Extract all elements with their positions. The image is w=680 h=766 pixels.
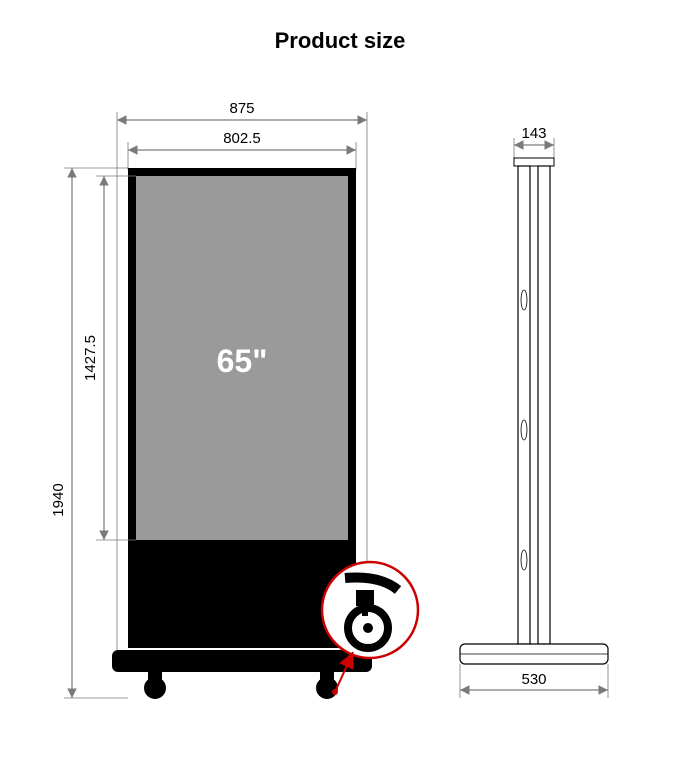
caster-left <box>144 672 166 699</box>
side-view: 143 530 <box>460 125 608 698</box>
diagram-canvas: 875 802.5 65" 1940 1 <box>0 0 680 766</box>
dim-depth: 143 <box>521 125 546 142</box>
dim-outer-width: 875 <box>229 100 254 117</box>
dim-base-depth: 530 <box>521 671 546 688</box>
dim-screen-height: 1427.5 <box>82 335 99 381</box>
front-base <box>112 650 372 672</box>
front-view: 875 802.5 65" 1940 1 <box>50 100 418 699</box>
wheel-callout <box>322 562 418 695</box>
screen-size-label: 65" <box>217 343 268 379</box>
dim-screen-width: 802.5 <box>223 130 261 147</box>
dim-total-height: 1940 <box>50 483 67 516</box>
